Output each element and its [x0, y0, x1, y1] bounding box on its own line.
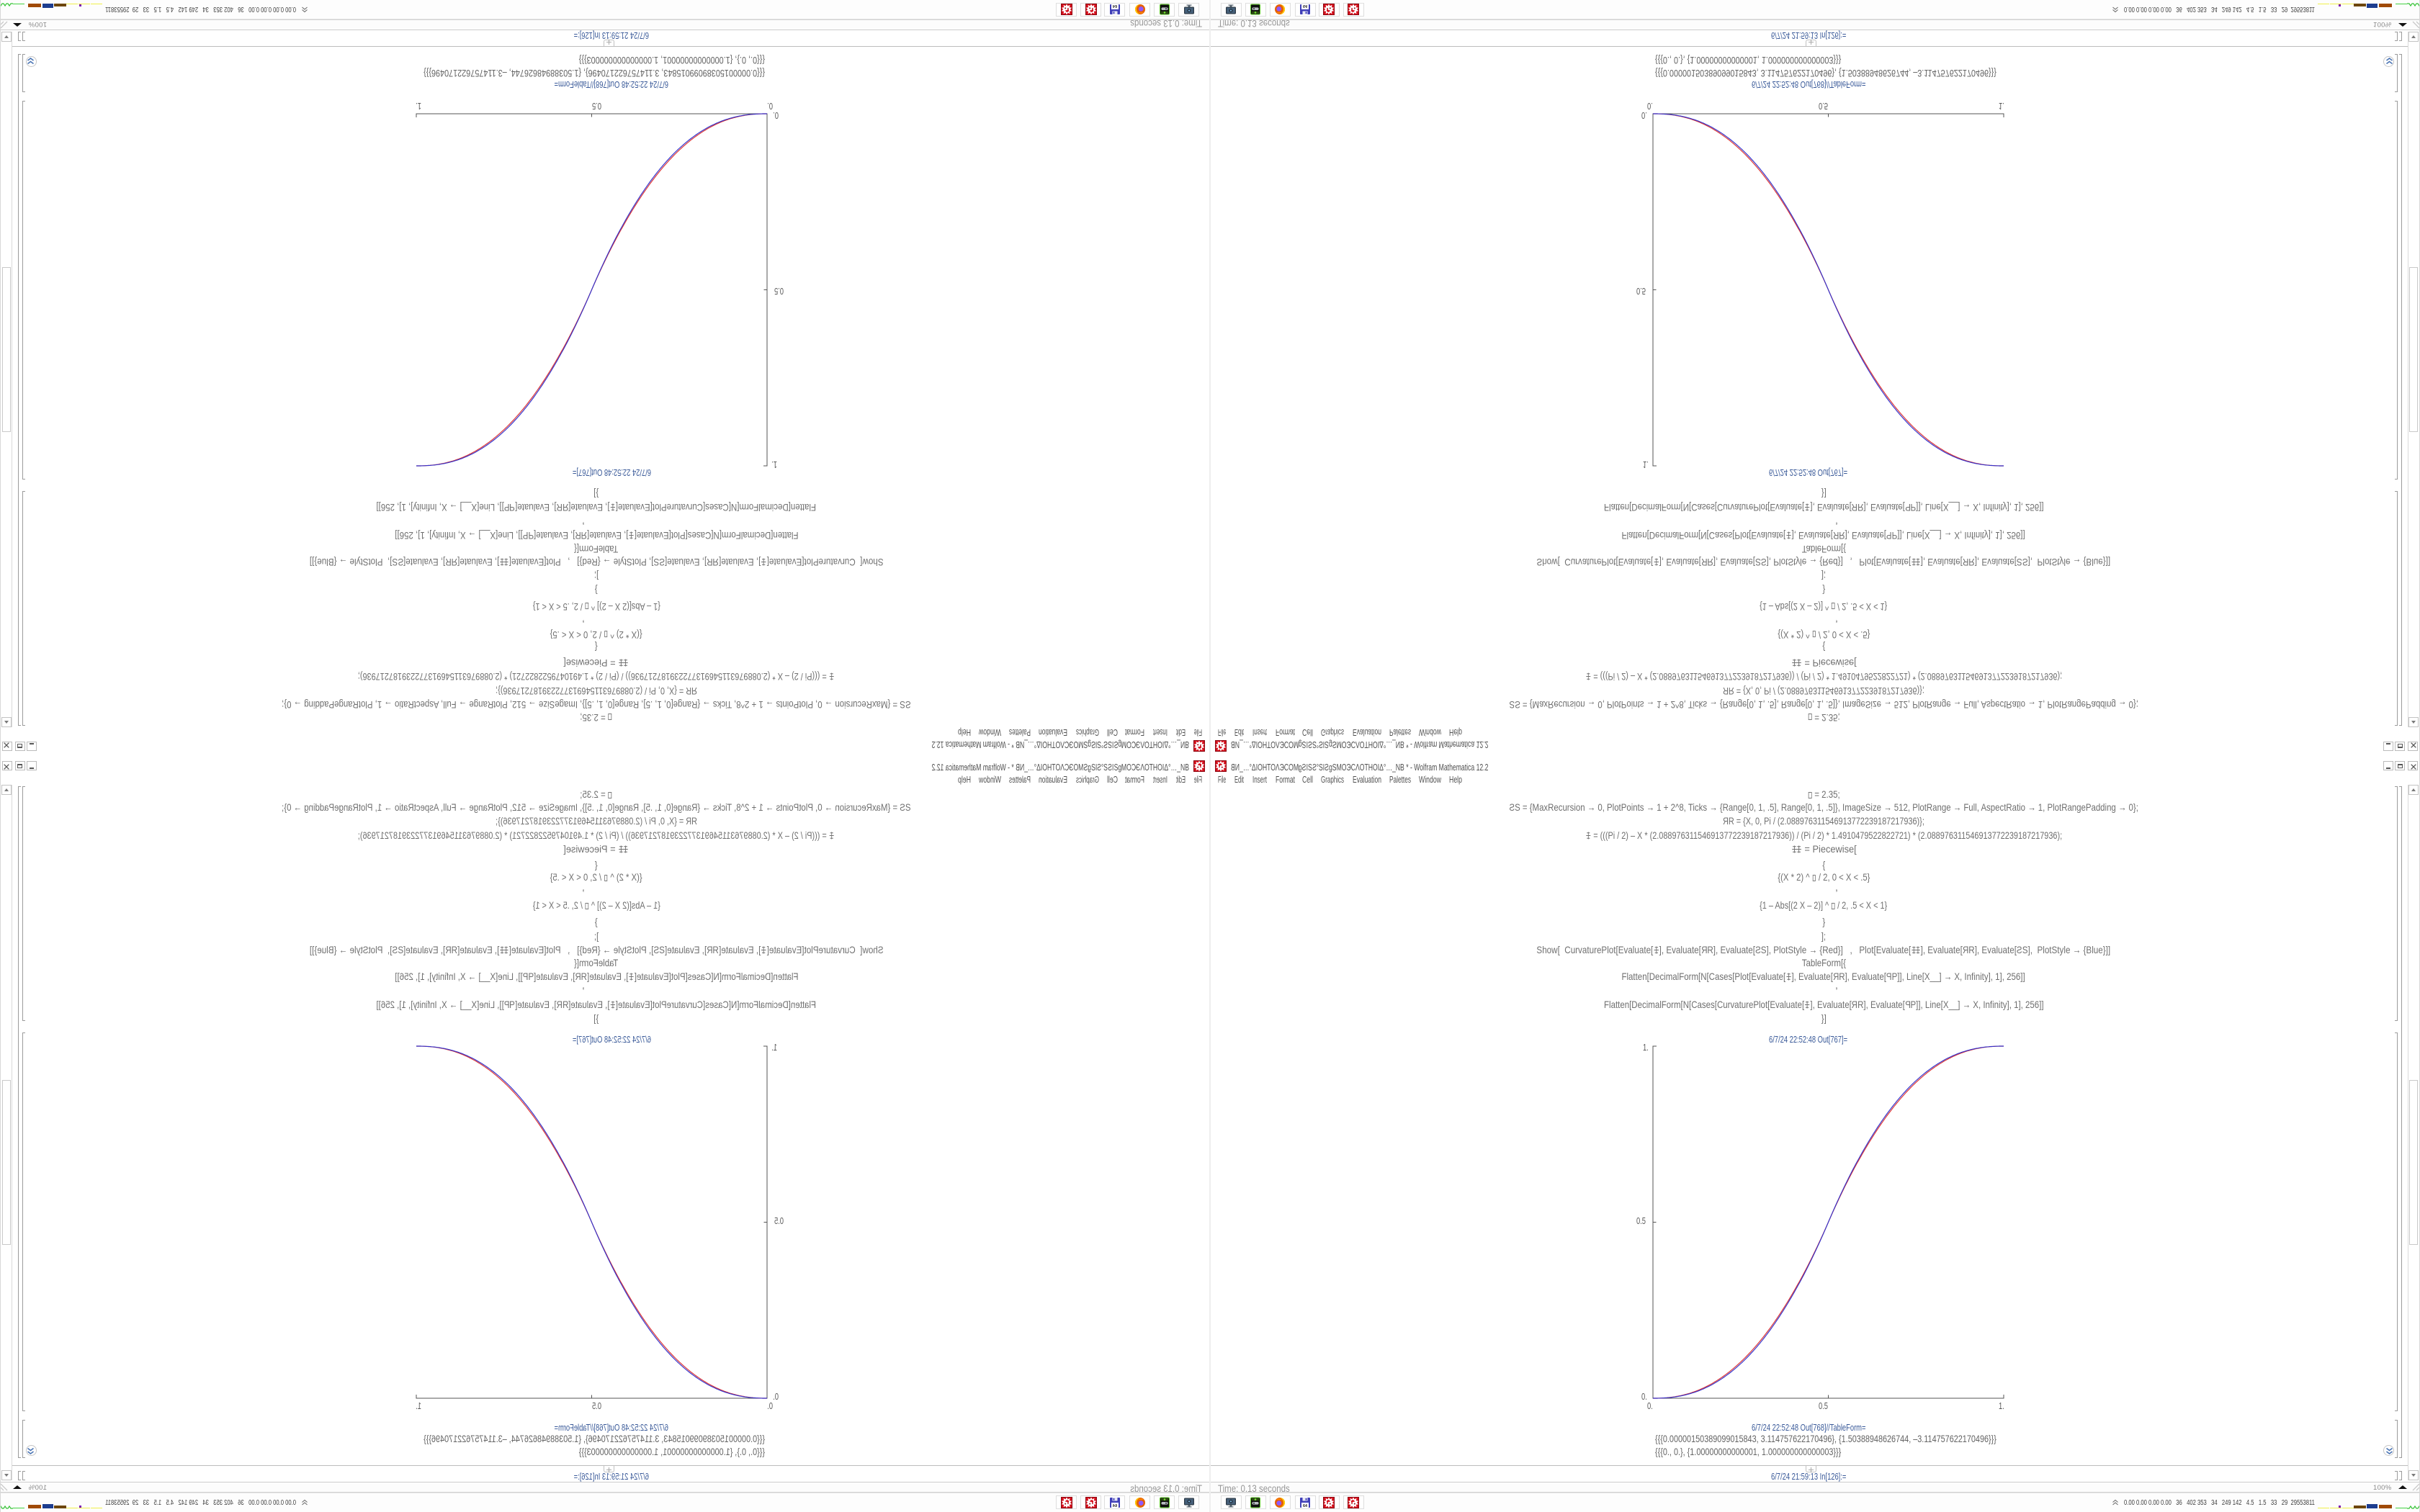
svg-text:64: 64 — [1112, 1504, 1117, 1508]
svg-text:64: 64 — [1303, 4, 1308, 9]
svg-text:64: 64 — [1112, 4, 1117, 9]
svg-text:64: 64 — [1303, 1504, 1308, 1508]
